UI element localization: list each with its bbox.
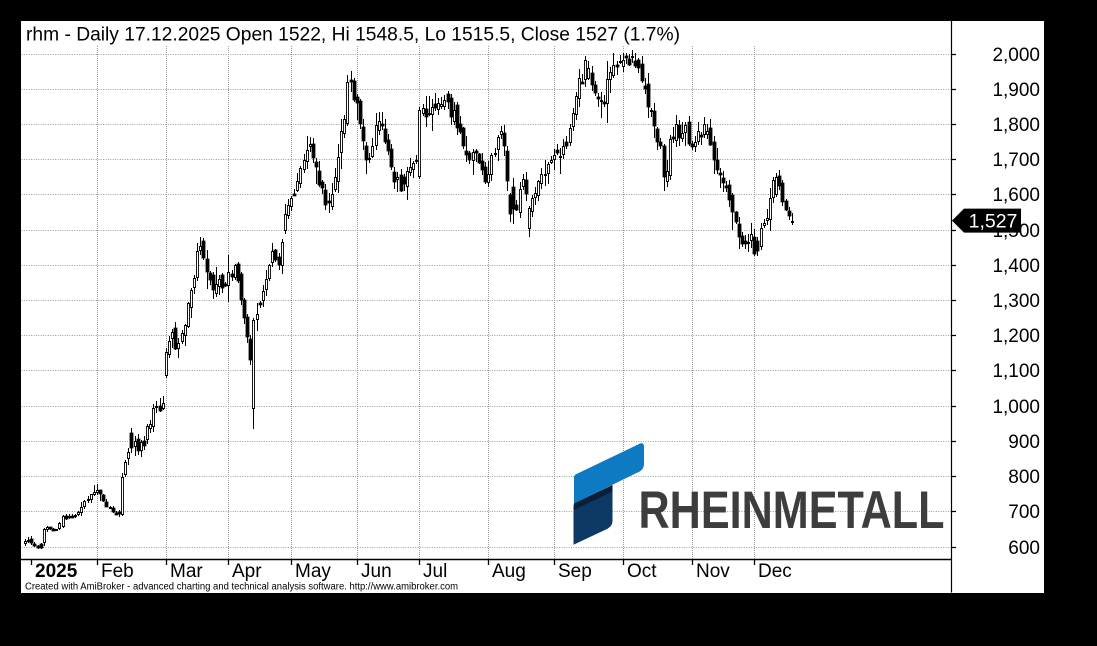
svg-text:1,800: 1,800 [992,115,1040,136]
svg-text:Jun: Jun [361,561,392,582]
svg-text:900: 900 [1008,432,1040,453]
svg-text:RHEINMETALL: RHEINMETALL [639,481,945,540]
svg-text:1,100: 1,100 [992,361,1040,382]
svg-text:rhm - Daily 17.12.2025 Open 15: rhm - Daily 17.12.2025 Open 1522, Hi 154… [26,25,680,46]
svg-text:Apr: Apr [232,561,262,582]
svg-text:1,700: 1,700 [992,150,1040,171]
svg-text:1,600: 1,600 [992,185,1040,206]
svg-text:Dec: Dec [758,561,792,582]
svg-text:1,000: 1,000 [992,397,1040,418]
svg-text:May: May [295,561,331,582]
svg-text:2025: 2025 [35,561,78,582]
svg-text:1,200: 1,200 [992,326,1040,347]
svg-text:1,300: 1,300 [992,291,1040,312]
svg-text:Aug: Aug [492,561,526,582]
svg-text:1,527: 1,527 [969,211,1018,233]
svg-text:Mar: Mar [170,561,203,582]
svg-text:Jul: Jul [423,561,447,582]
svg-text:600: 600 [1008,538,1040,559]
svg-text:Created with AmiBroker - advan: Created with AmiBroker - advanced charti… [25,582,458,593]
svg-text:2,000: 2,000 [992,45,1040,66]
svg-text:700: 700 [1008,502,1040,523]
svg-text:1,400: 1,400 [992,256,1040,277]
svg-text:Oct: Oct [627,561,657,582]
svg-text:Sep: Sep [558,561,592,582]
svg-text:800: 800 [1008,467,1040,488]
svg-text:1,900: 1,900 [992,80,1040,101]
svg-text:Nov: Nov [696,561,730,582]
svg-text:Feb: Feb [101,561,134,582]
